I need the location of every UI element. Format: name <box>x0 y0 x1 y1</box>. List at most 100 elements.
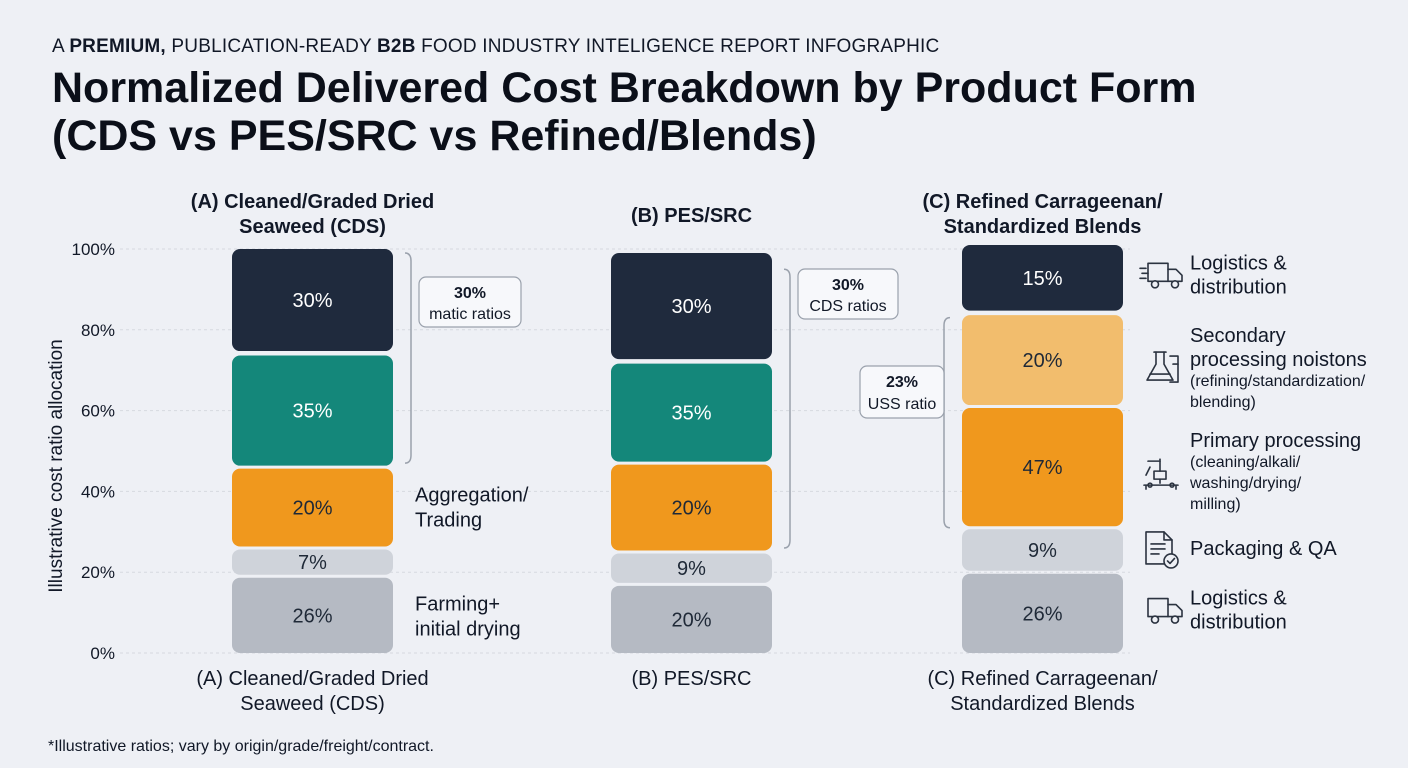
column-bottom-label: Standardized Blends <box>950 693 1135 715</box>
bar-segment <box>232 577 393 653</box>
legend-item: Logistics &distribution <box>1147 588 1287 634</box>
segment-label: 20% <box>292 498 332 520</box>
bar-segment <box>611 585 772 653</box>
legend-label: distribution <box>1190 612 1287 634</box>
y-tick-label: 20% <box>81 563 115 582</box>
y-tick-label: 60% <box>81 402 115 421</box>
machine-icon <box>1143 458 1179 490</box>
column-bottom-label: (A) Cleaned/Graded Dried <box>196 668 428 690</box>
icon-stroke <box>1167 603 1183 618</box>
legend-sublabel: (cleaning/alkali/ <box>1190 454 1301 471</box>
segment-label: 26% <box>1022 603 1062 625</box>
bracket <box>943 316 951 529</box>
side-label: Trading <box>415 510 482 532</box>
segment-label: 20% <box>671 498 711 520</box>
icon-check-circle <box>1163 553 1179 569</box>
column-bottom-label: Seaweed (CDS) <box>240 693 385 715</box>
y-tick-label: 0% <box>90 644 115 663</box>
bar-segment <box>611 363 772 462</box>
side-label: initial drying <box>415 619 521 641</box>
legend-label: Secondary <box>1190 325 1286 347</box>
bar-column-0: (A) Cleaned/Graded Dried Seaweed (CDS) (A)… <box>191 191 529 715</box>
icon-stroke <box>1145 484 1177 490</box>
side-label: Aggregation/ <box>415 485 529 507</box>
callout-percent: 30% <box>832 277 864 294</box>
segment-label: 20% <box>671 609 711 631</box>
icon-wheel <box>1150 615 1160 624</box>
legend-label: Logistics & <box>1190 252 1287 274</box>
legend-sublabel: washing/drying/ <box>1189 475 1302 492</box>
footnote: *Illustrative ratios; vary by origin/gra… <box>48 738 434 755</box>
legend-sublabel: milling) <box>1190 496 1241 513</box>
segment-label: 35% <box>671 403 711 425</box>
column-bottom-label: (B) PES/SRC <box>631 668 751 690</box>
page-title: Normalized Delivered Cost Breakdown by P… <box>52 64 1197 160</box>
icon-stroke <box>1147 597 1169 618</box>
title-line-1: Normalized Delivered Cost Breakdown by P… <box>52 64 1197 112</box>
title-line-2: (CDS vs PES/SRC vs Refined/Blends) <box>52 112 817 160</box>
segment-label: 30% <box>671 296 711 318</box>
y-axis-label: Illustrative cost ratio allocation <box>46 339 67 592</box>
bar-segment <box>611 553 772 583</box>
legend-sublabel: (refining/standardization/ <box>1190 373 1366 390</box>
legend-sublabel: blending) <box>1190 394 1256 411</box>
legend-label: processing noistons <box>1190 349 1367 371</box>
callout-box <box>859 365 945 419</box>
callout-box <box>418 276 522 328</box>
legend-label: Primary processing <box>1190 430 1361 452</box>
icon-stroke <box>1169 355 1179 383</box>
kicker-part: PUBLICATION-READY <box>165 36 378 57</box>
callout-box <box>797 268 899 320</box>
kicker-part: B2B <box>377 36 416 57</box>
legend-label: distribution <box>1190 276 1287 298</box>
kicker-part: FOOD INDUSTRY INTELIGENCE REPORT INFOGRA… <box>415 36 940 57</box>
bar-segment <box>232 355 393 466</box>
report-kicker: A PREMIUM, PUBLICATION-READY B2B FOOD IN… <box>52 36 939 58</box>
column-title: (B) PES/SRC <box>631 205 752 227</box>
icon-stroke <box>1167 268 1183 283</box>
segment-label: 47% <box>1022 457 1062 479</box>
icon-stroke <box>1150 543 1166 555</box>
icon-roller <box>1169 482 1175 488</box>
icon-wheel <box>1170 279 1180 289</box>
legend-item: Primary processing (cleaning/alkali/washi… <box>1143 430 1361 513</box>
legend-item: Packaging & QA <box>1145 531 1337 569</box>
truck-fast-icon <box>1139 262 1183 289</box>
segment-label: 9% <box>677 558 706 580</box>
column-title: Seaweed (CDS) <box>239 216 386 238</box>
icon-stroke <box>1145 466 1151 476</box>
y-tick-label: 100% <box>72 240 115 259</box>
segment-label: 9% <box>1028 540 1057 562</box>
segment-label: 26% <box>292 605 332 627</box>
bar-segment <box>232 549 393 575</box>
column-bottom-label: (C) Refined Carrageenan/ <box>927 668 1158 690</box>
bar-column-2: (C) Refined Carrageenan/Standardized Ble… <box>859 191 1163 715</box>
bar-segment <box>962 573 1123 653</box>
kicker-part: A <box>52 36 70 57</box>
truck-icon <box>1147 597 1183 624</box>
bar-segment <box>611 464 772 551</box>
legend-item: Logistics &distribution <box>1139 252 1287 298</box>
legend-label: Packaging & QA <box>1190 538 1337 560</box>
bracket <box>404 252 412 464</box>
callout-text: matic ratios <box>429 306 511 323</box>
callout-text: CDS ratios <box>809 298 886 315</box>
legend-label: Logistics & <box>1190 588 1287 610</box>
segment-label: 35% <box>292 401 332 423</box>
icon-stroke <box>1147 262 1169 283</box>
icon-stroke <box>1146 351 1174 381</box>
segment-label: 20% <box>1022 350 1062 372</box>
bar-segment <box>962 315 1123 406</box>
bar-segment <box>962 529 1123 571</box>
y-tick-label: 40% <box>81 482 115 501</box>
icon-wheel <box>1170 615 1180 624</box>
icon-roller <box>1147 482 1153 488</box>
side-label: Farming+ <box>415 594 500 616</box>
bar-segment <box>611 253 772 360</box>
bar-segment <box>232 468 393 547</box>
icon-stroke <box>1163 531 1173 541</box>
segment-label: 30% <box>292 290 332 312</box>
column-title: (C) Refined Carrageenan/ <box>922 191 1162 213</box>
